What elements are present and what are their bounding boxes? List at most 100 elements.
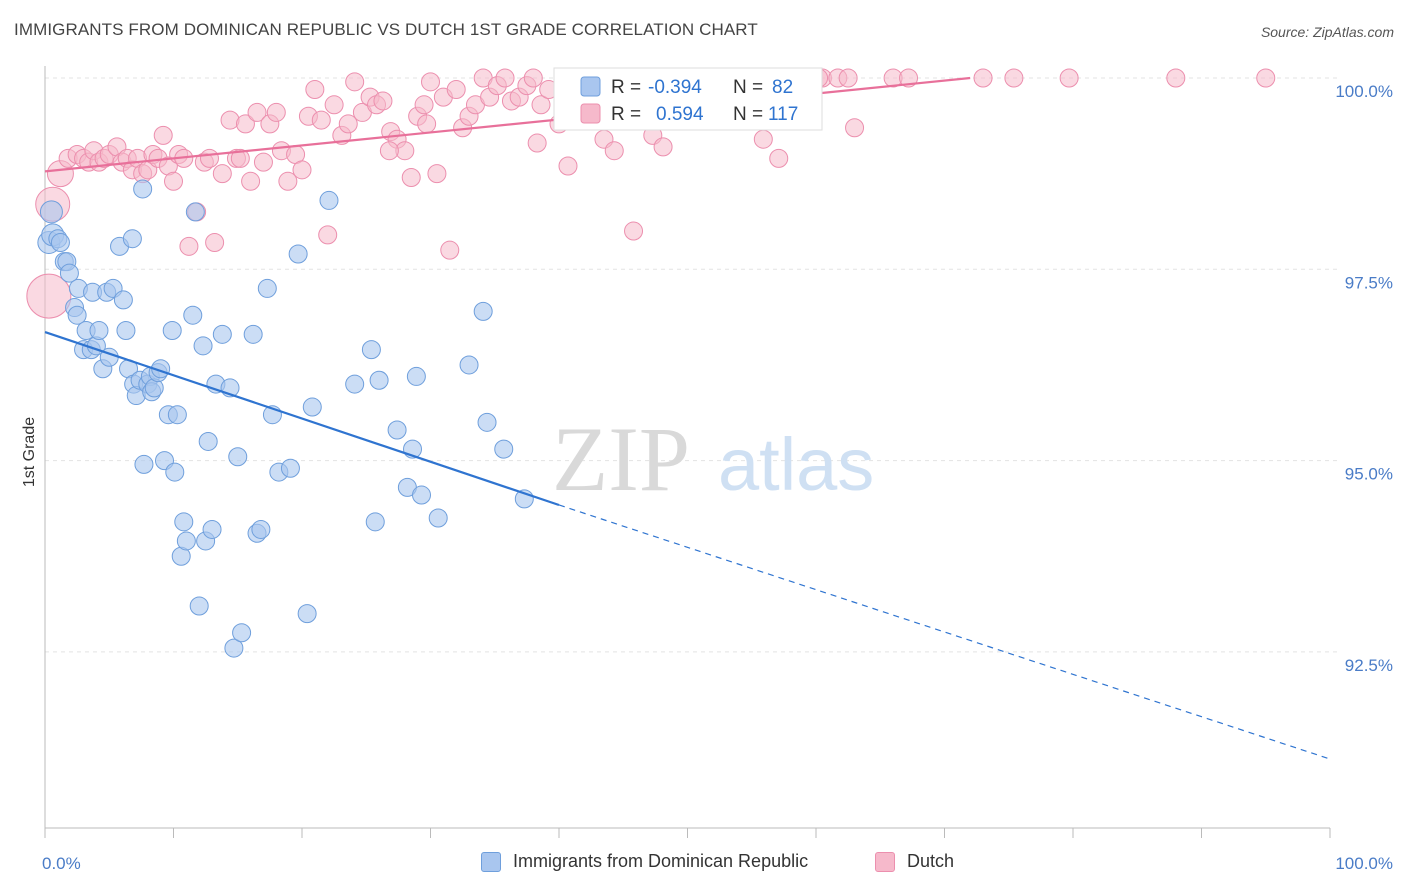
y-tick-labels: 92.5% 95.0% 97.5% 100.0% <box>1335 82 1393 675</box>
point-dominican <box>243 324 263 344</box>
point-dominican <box>183 305 203 325</box>
point-dutch <box>1256 68 1276 88</box>
trend-line-dominican-extrapolated <box>558 504 1331 760</box>
legend-swatch-blue <box>580 76 601 97</box>
point-dutch <box>769 148 789 168</box>
point-dominican <box>59 263 79 283</box>
point-dutch <box>624 221 644 241</box>
legend-swatch-dominican <box>481 851 501 872</box>
point-dominican <box>224 638 244 658</box>
point-dutch <box>199 148 219 168</box>
point-dutch <box>379 141 399 161</box>
point-dominican <box>459 355 479 375</box>
point-dutch <box>292 160 312 180</box>
point-dominican <box>133 179 153 199</box>
point-dominican <box>387 420 407 440</box>
point-dominican <box>167 405 187 425</box>
y-axis-label: 1st Grade <box>21 417 38 487</box>
legend-swatch-dutch <box>875 851 895 872</box>
point-dominican <box>176 531 196 551</box>
point-dominican <box>162 321 182 341</box>
point-dominican <box>89 321 109 341</box>
watermark-atlas: atlas <box>718 423 874 506</box>
legend-item-dutch[interactable]: Dutch <box>875 851 954 872</box>
point-dominican <box>113 290 133 310</box>
point-dutch <box>235 114 255 134</box>
point-dominican <box>67 305 87 325</box>
point-dutch <box>973 68 993 88</box>
point-dominican <box>280 458 300 478</box>
point-dutch <box>558 156 578 176</box>
point-dominican <box>365 512 385 532</box>
point-dutch <box>324 95 344 115</box>
point-dutch <box>305 79 325 99</box>
point-dutch <box>230 148 250 168</box>
point-dominican <box>369 370 389 390</box>
bottom-legend: Immigrants from Dominican Republic Dutch <box>0 851 1406 879</box>
point-dutch <box>179 236 199 256</box>
point-dutch <box>373 91 393 111</box>
point-dutch <box>899 68 919 88</box>
x-tick-label: 0.0% <box>42 854 81 873</box>
point-dominican <box>302 397 322 417</box>
y-tick-label: 92.5% <box>1345 656 1393 675</box>
point-dominican <box>319 190 339 210</box>
point-dutch <box>212 164 232 184</box>
point-dominican <box>232 623 252 643</box>
legend-n-value-pink: 117 <box>768 104 798 125</box>
point-dominican <box>202 519 222 539</box>
point-dominican <box>198 431 218 451</box>
point-dominican <box>477 412 497 432</box>
point-dominican <box>116 321 136 341</box>
point-dominican <box>412 485 432 505</box>
point-dominican <box>494 439 514 459</box>
point-dominican <box>212 324 232 344</box>
point-dutch <box>1004 68 1024 88</box>
point-dutch <box>241 171 261 191</box>
point-dutch <box>253 152 273 172</box>
legend-swatch-pink <box>580 103 601 124</box>
y-tick-label: 100.0% <box>1335 82 1393 101</box>
x-tick-label: 100.0% <box>1335 854 1393 873</box>
point-dominican <box>297 604 317 624</box>
point-dutch <box>318 225 338 245</box>
point-dutch <box>338 114 358 134</box>
point-dutch <box>311 110 331 130</box>
point-dutch <box>278 171 298 191</box>
point-dutch <box>653 137 673 157</box>
point-dutch <box>523 68 543 88</box>
point-dutch <box>345 72 365 92</box>
legend-item-dominican[interactable]: Immigrants from Dominican Republic <box>481 851 808 872</box>
y-tick-label: 95.0% <box>1345 465 1393 484</box>
point-dutch <box>531 95 551 115</box>
point-dutch <box>153 125 173 145</box>
point-dominican <box>473 301 493 321</box>
point-dutch <box>427 164 447 184</box>
legend-r-label-pink: R = <box>611 104 641 125</box>
legend-r-value-pink: 0.594 <box>656 104 704 125</box>
point-dutch <box>446 79 466 99</box>
legend-label-dutch: Dutch <box>907 851 955 871</box>
point-dominican <box>193 336 213 356</box>
legend-n-label-blue: N = <box>733 77 763 98</box>
point-dutch <box>753 129 773 149</box>
point-dutch <box>205 233 225 253</box>
point-dutch <box>527 133 547 153</box>
point-dutch <box>417 114 437 134</box>
legend-r-value-blue: -0.394 <box>648 77 702 98</box>
point-dominican <box>228 447 248 467</box>
point-dutch <box>440 240 460 260</box>
point-dutch <box>604 141 624 161</box>
chart-source: Source: ZipAtlas.com <box>1260 24 1394 40</box>
point-dutch <box>495 68 515 88</box>
y-tick-label: 97.5% <box>1345 273 1393 292</box>
point-dominican <box>185 202 205 222</box>
point-dominican <box>122 229 142 249</box>
point-dutch <box>845 118 865 138</box>
point-dutch <box>1059 68 1079 88</box>
point-dutch <box>414 95 434 115</box>
point-dominican <box>50 233 70 253</box>
point-dutch <box>164 171 183 191</box>
point-dominican <box>165 462 185 482</box>
